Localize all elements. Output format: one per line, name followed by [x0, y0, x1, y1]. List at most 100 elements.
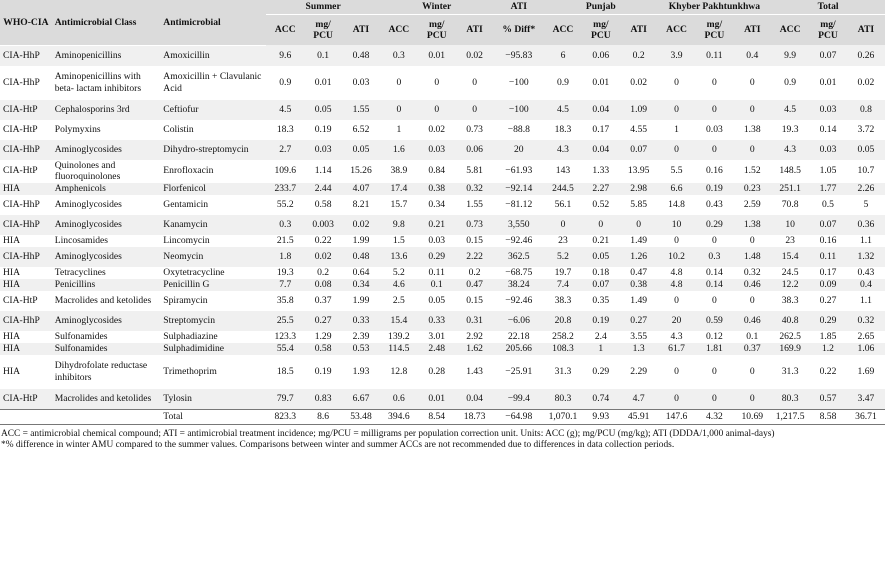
- cell-value: 1.32: [846, 246, 885, 267]
- cell-value: 0.16: [695, 159, 734, 183]
- cell-value: 0: [619, 214, 658, 235]
- cell-value: −25.91: [493, 354, 545, 389]
- total-cell: 53.48: [342, 408, 380, 425]
- cell-value: 18.3: [266, 119, 305, 140]
- cell-who-cia: HIA: [0, 278, 52, 291]
- cell-value: 0.07: [581, 278, 620, 291]
- cell-value: 262.5: [771, 330, 810, 343]
- cell-class: Aminoglycosides: [51, 139, 161, 160]
- table-row: HIA Penicillins Penicillin G 7.7 0.08 0.34 4.6…: [0, 278, 885, 291]
- footnotes: ACC = antimicrobial chemical compound; A…: [0, 425, 885, 452]
- cell-class: Macrolides and ketolides: [51, 290, 161, 311]
- cell-value: 0.11: [809, 246, 847, 267]
- cell-value: 0.1: [733, 330, 772, 343]
- total-cell: 1,070.1: [544, 408, 582, 425]
- cell-value: 0.37: [304, 290, 343, 311]
- header-sub-0: ACC: [266, 14, 305, 45]
- cell-antimicrobial: Lincomycin: [160, 234, 267, 247]
- cell-value: 0.19: [695, 182, 734, 195]
- cell-value: 0.08: [304, 278, 343, 291]
- cell-class: Dihydrofolate reductase inhibitors: [51, 354, 161, 389]
- cell-value: 0.02: [846, 65, 885, 100]
- cell-value: 0: [657, 65, 696, 100]
- cell-value: 38.9: [379, 159, 418, 183]
- cell-value: 0: [455, 99, 494, 120]
- cell-value: 2.39: [342, 330, 380, 343]
- cell-value: 1.55: [342, 99, 380, 120]
- cell-value: 0: [657, 99, 696, 120]
- cell-antimicrobial: Trimethoprim: [160, 354, 267, 389]
- total-cell: 147.6: [657, 408, 696, 425]
- cell-value: 0.9: [544, 65, 582, 100]
- cell-class: Sulfonamides: [51, 330, 161, 343]
- cell-value: 0.02: [455, 45, 494, 66]
- cell-value: 6.67: [342, 388, 380, 409]
- table-row: CIA-HhP Aminoglycosides Kanamycin 0.3 0.003 0…: [0, 214, 885, 235]
- header-sub-8: mg/ PCU: [581, 14, 620, 45]
- cell-value: 0.03: [695, 119, 734, 140]
- cell-value: 1.48: [733, 246, 772, 267]
- cell-value: 0: [455, 65, 494, 100]
- cell-value: 2.59: [733, 194, 772, 215]
- cell-value: 80.3: [771, 388, 810, 409]
- cell-value: 0.19: [304, 119, 343, 140]
- cell-value: 4.8: [657, 266, 696, 279]
- cell-value: 22.18: [493, 330, 545, 343]
- cell-value: 1.49: [619, 234, 658, 247]
- cell-value: 0.02: [417, 119, 456, 140]
- cell-value: 1.29: [304, 330, 343, 343]
- cell-antimicrobial: Penicillin G: [160, 278, 267, 291]
- header-group-winter: Winter: [379, 0, 494, 15]
- cell-value: 0.07: [809, 45, 847, 66]
- total-label: Total: [160, 408, 267, 425]
- cell-value: 0: [657, 290, 696, 311]
- table-row: HIA Amphenicols Florfenicol 233.7 2.44 4.07 17…: [0, 182, 885, 195]
- cell-value: 19.3: [266, 266, 305, 279]
- cell-value: 4.5: [771, 99, 810, 120]
- total-cell: [51, 408, 161, 425]
- cell-class: Aminopenicillins with beta- lactam inhib…: [51, 65, 161, 100]
- cell-value: 0.01: [417, 45, 456, 66]
- table-row: HIA Lincosamides Lincomycin 21.5 0.22 1.99 1.5…: [0, 234, 885, 247]
- cell-value: 0: [581, 214, 620, 235]
- cell-value: 0.27: [619, 310, 658, 331]
- cell-value: 0.2: [304, 266, 343, 279]
- table-row: CIA-HhP Aminoglycosides Neomycin 1.8 0.02 0.4…: [0, 246, 885, 267]
- total-cell: 823.3: [266, 408, 305, 425]
- cell-value: 6.6: [657, 182, 696, 195]
- cell-value: 0.2: [619, 45, 658, 66]
- cell-who-cia: CIA-HhP: [0, 194, 52, 215]
- cell-value: 0.59: [695, 310, 734, 331]
- header-row-groups: WHO-CIA Antimicrobial Class Antimicrobia…: [0, 0, 885, 46]
- cell-value: −61.93: [493, 159, 545, 183]
- cell-value: 0.06: [455, 139, 494, 160]
- cell-value: 25.5: [266, 310, 305, 331]
- cell-value: 2.26: [846, 182, 885, 195]
- cell-value: 1.69: [846, 354, 885, 389]
- cell-value: 17.4: [379, 182, 418, 195]
- cell-value: 10.2: [657, 246, 696, 267]
- cell-value: 1.55: [455, 194, 494, 215]
- cell-class: Aminoglycosides: [51, 214, 161, 235]
- cell-value: 0.43: [695, 194, 734, 215]
- cell-value: 4.7: [619, 388, 658, 409]
- cell-value: 8.21: [342, 194, 380, 215]
- table-row: CIA-HhP Aminopenicillins with beta- lacta…: [0, 65, 885, 100]
- header-sub-9: ATI: [619, 14, 658, 45]
- cell-value: 0.03: [809, 139, 847, 160]
- cell-value: 1.8: [266, 246, 305, 267]
- table-row: CIA-HhP Aminoglycosides Dihydro-streptomyc…: [0, 139, 885, 160]
- footnote-abbreviations: ACC = antimicrobial chemical compound; A…: [1, 428, 775, 439]
- cell-value: 0.17: [581, 119, 620, 140]
- cell-value: 0.46: [733, 278, 772, 291]
- total-cell: 45.91: [619, 408, 658, 425]
- total-cell: [0, 408, 52, 425]
- cell-antimicrobial: Florfenicol: [160, 182, 267, 195]
- cell-value: 0.11: [417, 266, 456, 279]
- cell-value: 0.14: [695, 266, 734, 279]
- cell-value: 0.05: [581, 246, 620, 267]
- total-cell: 10.69: [733, 408, 772, 425]
- total-cell: 18.73: [455, 408, 494, 425]
- cell-value: 0.01: [304, 65, 343, 100]
- table-row: HIA Dihydrofolate reductase inhibitors Tri…: [0, 354, 885, 389]
